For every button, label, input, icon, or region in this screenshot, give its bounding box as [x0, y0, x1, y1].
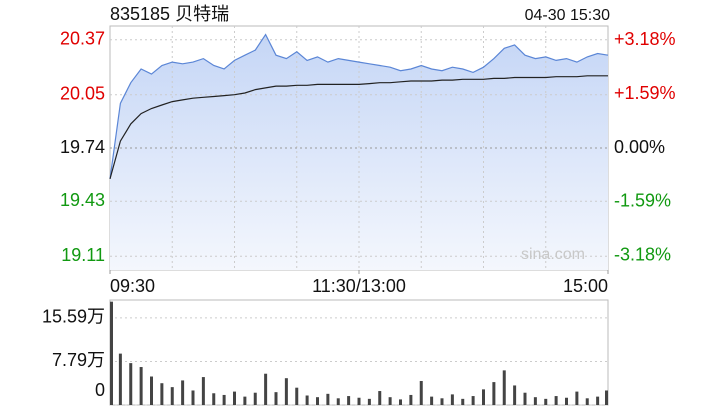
- volume-bar: [201, 377, 205, 405]
- average-line: [109, 75, 608, 180]
- volume-bar: [274, 392, 278, 405]
- price-line: [109, 33, 609, 179]
- volume-bar: [170, 387, 174, 405]
- volume-bar: [367, 398, 371, 405]
- y2-tick-label: +1.59%: [614, 83, 676, 103]
- volume-bar: [482, 389, 485, 405]
- volume-bar: [388, 397, 392, 405]
- volume-bar: [295, 387, 299, 405]
- volume-bar: [233, 391, 236, 405]
- volume-bar: [450, 394, 454, 405]
- volume-bar: [150, 376, 153, 405]
- volume-bar: [118, 353, 122, 405]
- volume-bar: [347, 396, 351, 405]
- volume-bar: [585, 398, 589, 405]
- volume-bar: [554, 396, 558, 405]
- volume-bar: [419, 380, 423, 405]
- x-tick-label: 15:00: [563, 276, 608, 296]
- y-tick-label: 20.05: [60, 83, 105, 103]
- volume-bar: [461, 398, 465, 405]
- volume-frame: [109, 299, 609, 406]
- volume-bar: [243, 396, 247, 405]
- volume-bar: [596, 396, 600, 405]
- volume-bar: [378, 391, 382, 405]
- y2-tick-label: -1.59%: [614, 191, 671, 211]
- volume-bar: [212, 393, 216, 405]
- y-tick-label: 19.74: [60, 137, 105, 157]
- volume-bar: [253, 392, 257, 405]
- volume-bar: [502, 370, 506, 405]
- x-tick-label: 11:30/13:00: [312, 276, 406, 296]
- volume-bar: [544, 398, 548, 405]
- x-tick-label: 09:30: [110, 276, 155, 296]
- volume-bar: [181, 380, 185, 405]
- volume-bar: [357, 397, 361, 405]
- volume-bar: [575, 391, 579, 405]
- volume-bar: [533, 397, 537, 405]
- volume-tick-label: 7.79万: [52, 350, 105, 370]
- volume-bar: [471, 396, 475, 405]
- volume-bar: [264, 373, 268, 405]
- volume-bar: [409, 394, 413, 405]
- y-tick-label: 19.11: [61, 245, 105, 265]
- watermark: sina.com: [521, 246, 585, 263]
- volume-bar: [129, 363, 133, 405]
- volume-bar: [316, 397, 319, 405]
- volume-bar: [160, 383, 164, 405]
- y2-tick-label: +3.18%: [614, 29, 676, 49]
- volume-bar: [565, 397, 568, 405]
- chart-title: 835185 贝特瑞: [110, 4, 229, 24]
- volume-bar: [430, 396, 434, 405]
- timestamp: 04-30 15:30: [525, 7, 611, 24]
- volume-bar: [492, 382, 496, 405]
- volume-bar: [440, 398, 444, 405]
- volume-bar: [110, 301, 113, 405]
- volume-bar: [191, 390, 195, 405]
- volume-bar: [399, 399, 402, 405]
- volume-bar: [523, 392, 527, 405]
- volume-bar: [222, 394, 226, 405]
- volume-bar: [605, 390, 608, 405]
- volume-bar: [513, 385, 517, 405]
- volume-bar: [326, 393, 330, 405]
- y2-tick-label: -3.18%: [614, 245, 671, 265]
- y-tick-label: 19.43: [60, 190, 105, 210]
- volume-tick-label: 15.59万: [42, 307, 105, 327]
- volume-bar: [305, 395, 309, 405]
- volume-bar: [336, 398, 340, 405]
- volume-bar: [284, 378, 288, 405]
- volume-tick-label: 0: [95, 380, 105, 400]
- y2-tick-label: 0.00%: [614, 137, 665, 157]
- volume-bar: [139, 367, 143, 405]
- y-tick-label: 20.37: [60, 28, 105, 48]
